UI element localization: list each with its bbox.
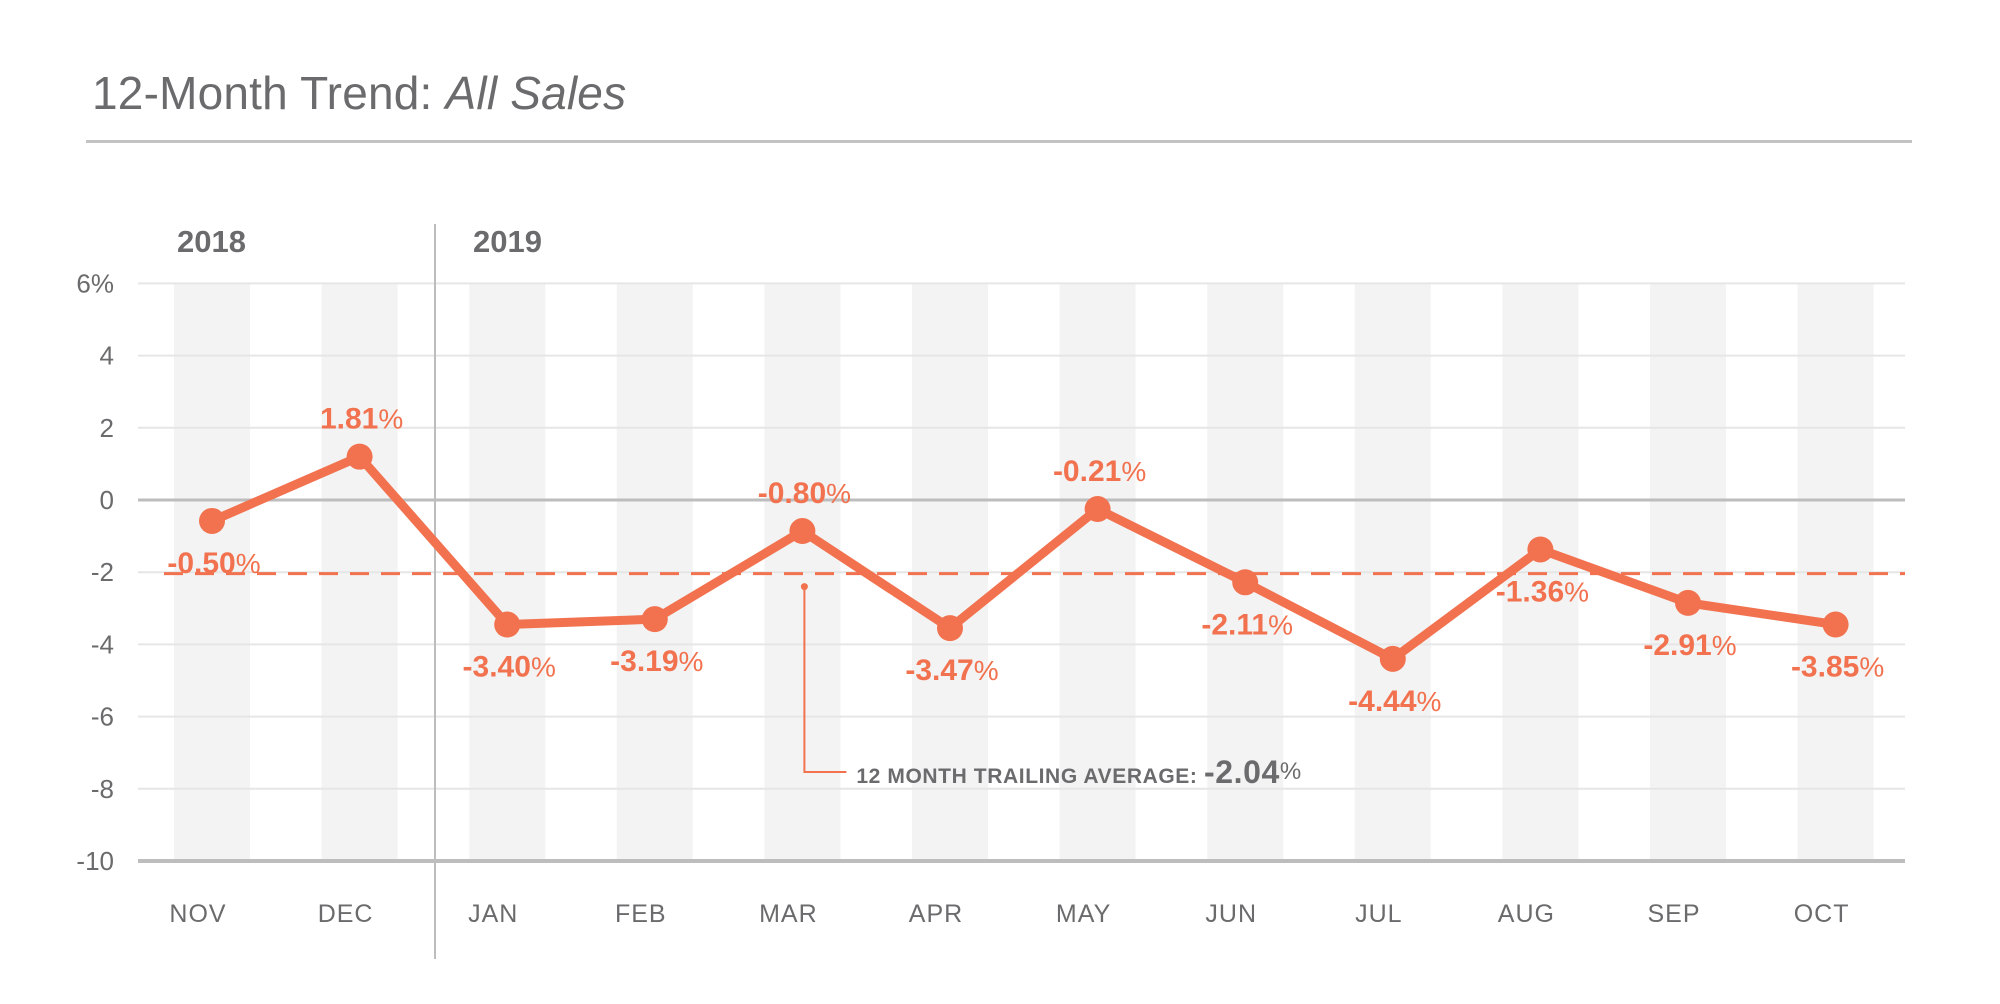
y-tick-label: -8: [91, 774, 114, 804]
percent-sign: %: [1859, 652, 1884, 683]
y-axis-ticks: 6% 4 2 0 -2 -4 -6 -8 -10: [76, 268, 114, 876]
data-label-jan: -3.40%: [463, 651, 556, 684]
percent-sign: %: [1564, 576, 1589, 607]
month-label-nov: NOV: [169, 900, 226, 928]
percent-sign: %: [826, 478, 851, 509]
y-tick-label: -2: [91, 557, 114, 587]
percent-sign: %: [1417, 686, 1442, 717]
percent-sign: %: [1280, 758, 1302, 785]
data-point-oct: [1822, 611, 1849, 638]
percent-sign: %: [236, 548, 261, 579]
data-point-jan: [494, 611, 521, 638]
data-label-mar: -0.80%: [758, 477, 851, 510]
month-label-may: MAY: [1056, 900, 1111, 928]
y-tick-label: 2: [100, 413, 114, 443]
data-label-value: 1.81: [320, 403, 378, 436]
data-label-value: -0.21: [1053, 455, 1121, 488]
month-label-jan: JAN: [468, 900, 518, 928]
year-labels: 2018 2019: [177, 224, 542, 959]
data-point-may: [1084, 496, 1111, 523]
trailing-average-text: 12 MONTH TRAILING AVERAGE:: [856, 765, 1204, 788]
data-point-feb: [641, 606, 668, 633]
data-label-value: -3.40: [463, 651, 531, 684]
y-tick-label: 0: [100, 485, 114, 515]
year-label-2018: 2018: [177, 224, 246, 259]
month-label-mar: MAR: [759, 900, 818, 928]
callout-leader-line: [803, 586, 847, 773]
data-point-dec: [346, 443, 373, 470]
percent-sign: %: [1268, 609, 1293, 640]
y-tick-label: 6%: [76, 268, 114, 298]
month-label-apr: APR: [909, 900, 963, 928]
data-labels: -0.50%1.81%-3.40% -3.19%-0.80%-3.47%-0.21…: [167, 403, 1884, 718]
month-label-jul: JUL: [1355, 900, 1402, 928]
data-label-jun: -2.11%: [1201, 608, 1293, 641]
month-label-oct: OCT: [1794, 900, 1850, 928]
trailing-average-callout: 12 MONTH TRAILING AVERAGE: -2.04%: [800, 583, 1301, 790]
data-point-aug: [1527, 536, 1554, 563]
trailing-average-label: 12 MONTH TRAILING AVERAGE: -2.04%: [856, 754, 1301, 790]
percent-sign: %: [1712, 630, 1737, 661]
data-label-value: -0.80: [758, 477, 826, 510]
data-label-value: -1.36: [1496, 575, 1564, 608]
data-label-value: -2.11: [1201, 608, 1268, 641]
data-label-nov: -0.50%: [167, 547, 260, 580]
data-label-value: -2.91: [1643, 629, 1711, 662]
series-line: [199, 443, 1849, 672]
percent-sign: %: [531, 652, 556, 683]
month-label-jun: JUN: [1205, 900, 1257, 928]
y-tick-label: -10: [76, 846, 114, 876]
data-point-apr: [937, 615, 963, 642]
data-label-dec: 1.81%: [320, 403, 403, 436]
data-label-apr: -3.47%: [905, 654, 998, 687]
data-label-value: -4.44: [1348, 685, 1417, 718]
data-point-jul: [1379, 645, 1406, 672]
trailing-average-value: -2.04: [1204, 754, 1280, 790]
data-label-oct: -3.85%: [1791, 651, 1884, 684]
data-label-aug: -1.36%: [1496, 575, 1589, 608]
data-point-mar: [789, 518, 816, 545]
percent-sign: %: [974, 655, 999, 686]
chart-title-subject: All Sales: [445, 67, 627, 119]
chart-title: 12-Month Trend: All Sales: [92, 66, 626, 120]
month-label-sep: SEP: [1647, 900, 1700, 928]
series-polyline: [207, 452, 1841, 664]
data-label-value: -3.85: [1791, 651, 1859, 684]
y-tick-label: -6: [91, 702, 114, 732]
data-label-value: -3.19: [610, 645, 678, 678]
percent-sign: %: [679, 646, 704, 677]
month-label-dec: DEC: [318, 900, 374, 928]
month-label-feb: FEB: [615, 900, 667, 928]
data-point-sep: [1675, 589, 1701, 616]
data-label-value: -0.50: [167, 547, 235, 580]
data-label-sep: -2.91%: [1643, 629, 1736, 662]
data-label-jul: -4.44%: [1348, 685, 1441, 718]
x-axis-labels: NOV DEC JAN FEB MAR APR MAY JUN JUL AUG SEP OCT: [169, 900, 1850, 928]
percent-sign: %: [378, 404, 403, 435]
percent-sign: %: [1121, 456, 1146, 487]
chart-title-main: 12-Month Trend:: [92, 67, 433, 119]
data-label-feb: -3.19%: [610, 645, 703, 678]
month-label-aug: AUG: [1498, 900, 1555, 928]
y-tick-label: -4: [91, 629, 114, 659]
data-point-jun: [1232, 569, 1259, 596]
y-tick-label: 4: [100, 341, 114, 371]
data-label-value: -3.47: [905, 654, 973, 687]
title-divider: [86, 140, 1912, 143]
year-label-2019: 2019: [473, 224, 542, 259]
data-label-may: -0.21%: [1053, 455, 1146, 488]
data-point-nov: [199, 507, 225, 534]
